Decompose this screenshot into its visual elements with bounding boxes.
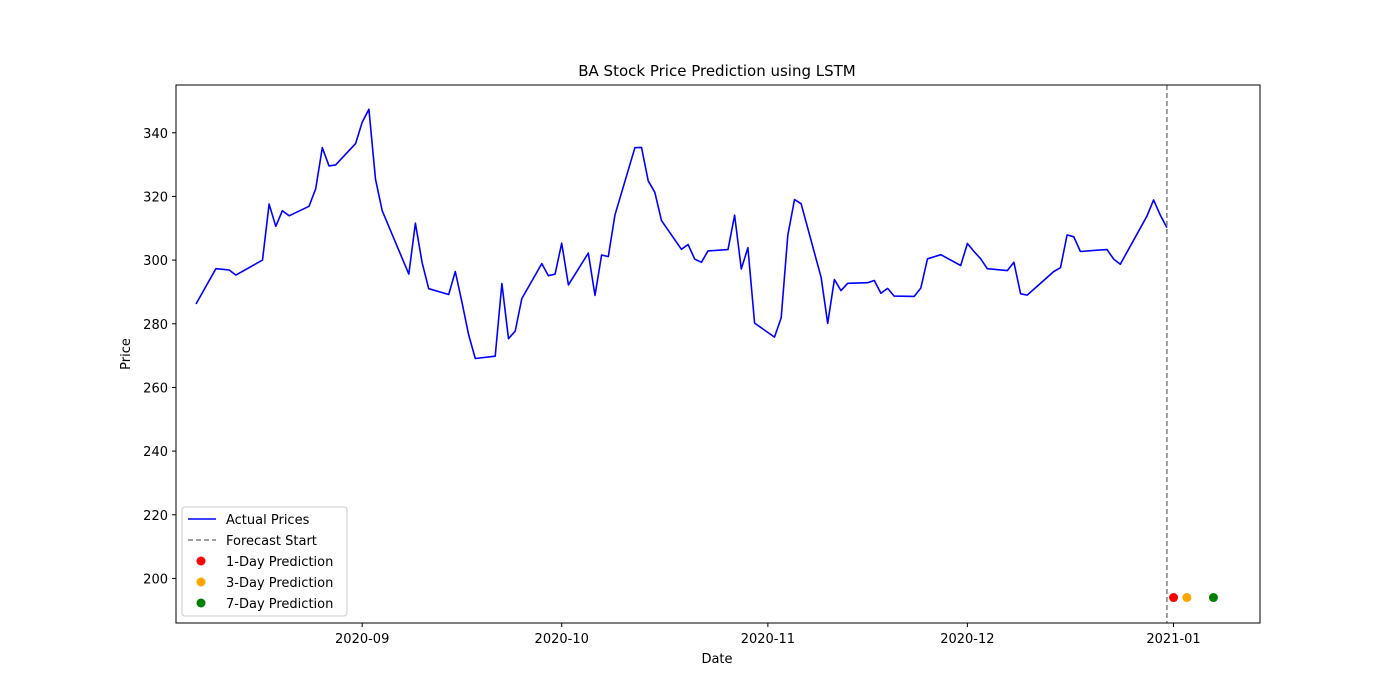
legend: Actual Prices Forecast Start 1-Day Predict… xyxy=(181,506,348,617)
x-tick-label: 2020-10 xyxy=(535,632,589,647)
y-tick-label: 220 xyxy=(143,509,168,524)
y-axis: 200 220 240 260 280 300 320 340 xyxy=(143,127,176,587)
legend-label: 1-Day Prediction xyxy=(226,555,333,570)
prediction-point xyxy=(1169,593,1179,603)
legend-swatch xyxy=(196,598,206,608)
axes-frame xyxy=(175,84,1261,624)
legend-box xyxy=(181,506,348,617)
y-tick-label: 260 xyxy=(143,381,168,396)
y-tick-label: 300 xyxy=(143,254,168,269)
y-tick-label: 240 xyxy=(143,445,168,460)
x-tick-label: 2021-01 xyxy=(1146,632,1200,647)
legend-label: 3-Day Prediction xyxy=(226,576,333,591)
prediction-point xyxy=(1182,593,1192,603)
x-axis-label: Date xyxy=(701,652,732,667)
plot-area xyxy=(195,85,1218,623)
y-tick-label: 200 xyxy=(143,572,168,587)
x-tick-label: 2020-09 xyxy=(335,632,389,647)
x-axis: 2020-09 2020-10 2020-11 2020-12 2021-01 xyxy=(335,623,1201,647)
x-tick-label: 2020-12 xyxy=(940,632,994,647)
series-line-actual-prices xyxy=(195,108,1168,360)
y-tick-label: 320 xyxy=(143,190,168,205)
legend-swatch xyxy=(196,577,206,587)
legend-swatch xyxy=(196,556,206,566)
x-tick-label: 2020-11 xyxy=(741,632,795,647)
legend-label: Actual Prices xyxy=(226,513,310,528)
legend-label: 7-Day Prediction xyxy=(226,597,333,612)
y-tick-label: 280 xyxy=(143,318,168,333)
chart-title: BA Stock Price Prediction using LSTM xyxy=(578,62,856,80)
y-axis-label: Price xyxy=(119,338,134,370)
legend-label: Forecast Start xyxy=(226,534,317,549)
y-tick-label: 340 xyxy=(143,127,168,142)
prediction-point xyxy=(1208,593,1218,603)
